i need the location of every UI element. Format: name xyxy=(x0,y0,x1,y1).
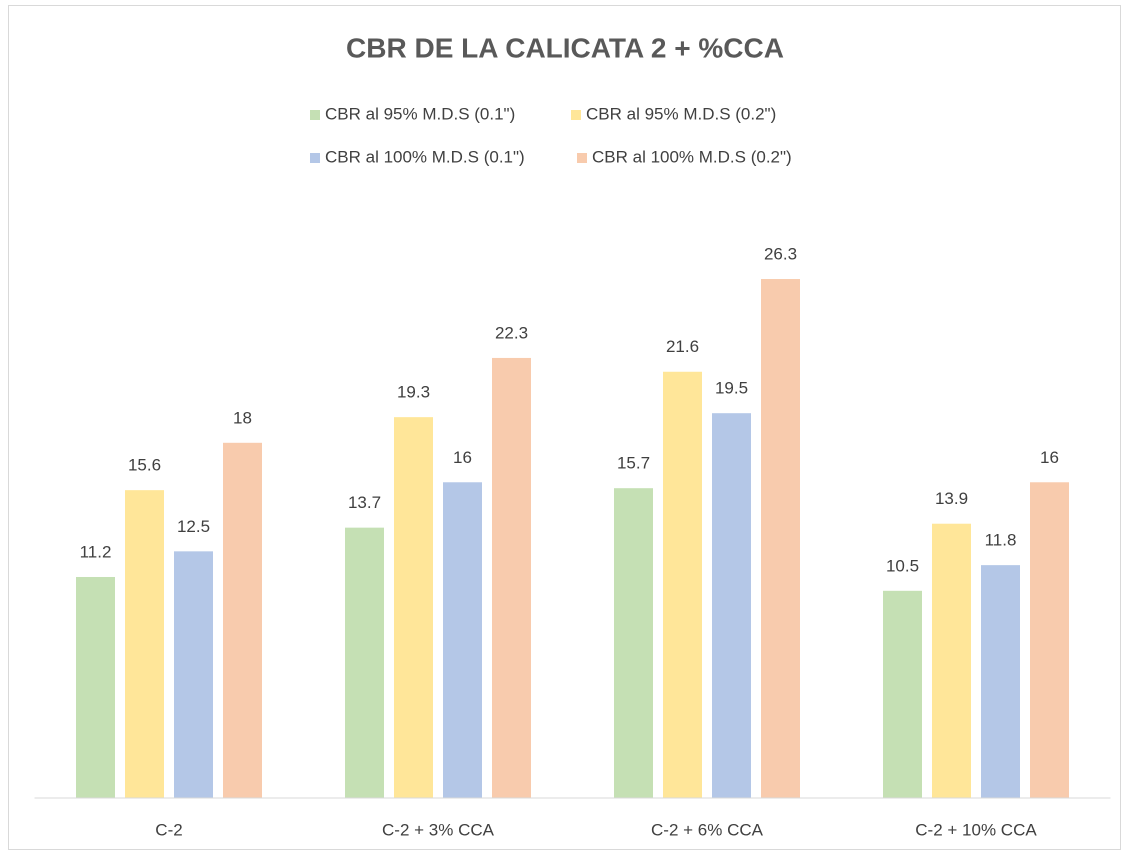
x-tick-label: C-2 + 6% CCA xyxy=(651,820,764,839)
legend-label: CBR al 100% M.D.S (0.1") xyxy=(325,147,525,166)
bar xyxy=(125,490,164,798)
data-label: 11.2 xyxy=(80,542,112,561)
data-label: 15.6 xyxy=(128,456,161,475)
data-label: 11.8 xyxy=(985,531,1017,550)
bar xyxy=(443,482,482,798)
x-tick-label: C-2 xyxy=(155,820,182,839)
legend-label: CBR al 95% M.D.S (0.1") xyxy=(325,104,515,123)
x-tick-label: C-2 + 10% CCA xyxy=(915,820,1037,839)
bar xyxy=(614,488,653,798)
data-label: 18 xyxy=(233,408,252,427)
bar xyxy=(223,442,262,798)
data-label: 13.9 xyxy=(935,489,968,508)
legend-swatch xyxy=(571,110,581,120)
bar xyxy=(883,590,922,798)
bar xyxy=(394,417,433,798)
data-label: 19.5 xyxy=(715,379,748,398)
data-label: 21.6 xyxy=(666,337,699,356)
legend-swatch xyxy=(310,110,320,120)
data-label: 16 xyxy=(1040,448,1059,467)
bar xyxy=(712,413,751,798)
legend-label: CBR al 100% M.D.S (0.2") xyxy=(592,147,792,166)
data-label: 22.3 xyxy=(495,323,528,342)
legend-label: CBR al 95% M.D.S (0.2") xyxy=(586,104,776,123)
bar xyxy=(932,523,971,798)
chart-title: CBR DE LA CALICATA 2 + %CCA xyxy=(346,32,784,63)
bar xyxy=(1030,482,1069,798)
bar xyxy=(174,551,213,798)
data-label: 15.7 xyxy=(617,454,650,473)
legend-swatch xyxy=(577,153,587,163)
bar xyxy=(345,527,384,798)
bar xyxy=(761,279,800,799)
data-label: 19.3 xyxy=(397,383,430,402)
bar xyxy=(76,576,115,798)
data-label: 10.5 xyxy=(886,556,919,575)
data-label: 13.7 xyxy=(348,493,381,512)
data-label: 26.3 xyxy=(764,244,797,263)
x-tick-label: C-2 + 3% CCA xyxy=(382,820,495,839)
data-label: 12.5 xyxy=(177,517,210,536)
bar xyxy=(492,357,531,798)
bar xyxy=(981,565,1020,798)
data-label: 16 xyxy=(453,448,472,467)
legend-swatch xyxy=(310,153,320,163)
bar xyxy=(663,371,702,798)
